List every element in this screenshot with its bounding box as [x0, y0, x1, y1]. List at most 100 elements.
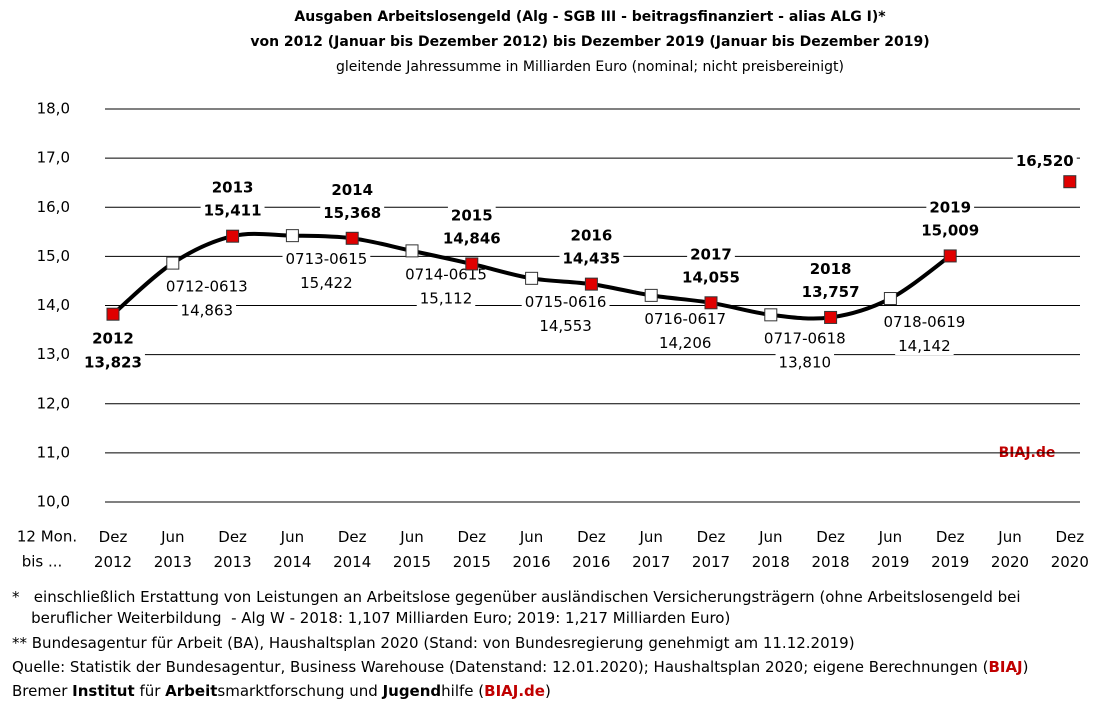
marker	[345, 231, 359, 245]
data-label: 14,435	[562, 250, 620, 268]
data-label: 15,112	[420, 289, 473, 307]
point-label: 2017	[690, 245, 732, 263]
marker	[584, 277, 598, 291]
data-label: 15,411	[204, 202, 262, 220]
x-axis-label: 12 Mon.	[17, 528, 77, 546]
label-background	[895, 337, 954, 356]
label-background	[447, 206, 496, 225]
marker	[285, 229, 299, 243]
marker	[525, 271, 539, 285]
point-label: 0712-0613	[166, 278, 248, 296]
label-background	[641, 309, 730, 328]
data-label: 15,368	[323, 204, 381, 222]
data-label: 14,846	[443, 229, 501, 247]
x-axis-label: bis ...	[22, 553, 63, 571]
chart-title: Ausgaben Arbeitslosengeld (Alg - SGB III…	[294, 9, 886, 25]
x-tick-label: Jun 2019	[871, 528, 909, 571]
label-background	[559, 249, 624, 268]
label-background	[760, 329, 849, 348]
x-tick-label: Jun 2014	[273, 528, 311, 571]
label-background	[439, 229, 504, 248]
label-background	[655, 333, 715, 352]
label-background	[81, 353, 145, 372]
data-label: 13,757	[802, 283, 860, 301]
footnote-segment: * einschließlich Erstattung von Leistung…	[12, 588, 1021, 606]
footnote-segment: Bremer	[12, 682, 72, 700]
label-background	[297, 274, 356, 293]
label-background	[687, 245, 735, 264]
y-tick-label: 15,0	[37, 247, 70, 265]
x-tick-label: Dez 2018	[812, 528, 850, 571]
y-tick-label: 11,0	[37, 443, 70, 461]
point-label: 0717-0618	[764, 329, 846, 347]
x-tick-label: Dez 2017	[692, 528, 730, 571]
footnote-segment: hilfe (	[441, 682, 484, 700]
marker	[465, 257, 479, 271]
point-label: 2019	[929, 198, 971, 216]
data-label: 15,422	[300, 274, 353, 292]
x-tick-label: Jun 2015	[393, 528, 431, 571]
marker	[764, 308, 778, 322]
label-background	[328, 180, 377, 199]
footnote-segment: )	[545, 682, 551, 700]
point-label: 2018	[810, 260, 852, 278]
data-label: 14,055	[682, 268, 740, 286]
x-tick-label: Dez 2019	[931, 528, 969, 571]
label-background	[208, 178, 257, 197]
marker	[166, 256, 180, 270]
footnote: beruflicher Weiterbildung - Alg W - 2018…	[12, 609, 730, 627]
data-label: 14,206	[659, 334, 712, 352]
x-tick-label: Jun 2020	[991, 528, 1029, 571]
label-background	[567, 226, 616, 245]
point-label: 2014	[331, 181, 373, 199]
footnote: Bremer Institut für Arbeitsmarktforschun…	[12, 682, 551, 700]
marker	[226, 229, 240, 243]
y-tick-label: 10,0	[37, 493, 70, 511]
marker	[943, 249, 957, 263]
point-label: 2012	[92, 330, 134, 348]
point-label: 0715-0616	[525, 293, 607, 311]
footnote-segment: Arbeit	[165, 682, 217, 700]
label-background	[200, 201, 265, 220]
label-background	[521, 292, 610, 311]
footnote-segment: ** Bundesagentur für Arbeit (BA), Hausha…	[12, 634, 855, 652]
x-tick-label: Dez 2013	[214, 528, 252, 571]
label-background	[1012, 152, 1077, 171]
label-background	[880, 313, 969, 332]
data-label: 14,553	[539, 317, 592, 335]
data-label: 15,009	[921, 221, 979, 239]
footnote: * einschließlich Erstattung von Leistung…	[12, 588, 1021, 606]
label-background	[806, 259, 855, 278]
label-background	[320, 203, 385, 222]
label-background	[162, 277, 251, 296]
footnote-segment: Jugend	[382, 682, 442, 700]
point-label: 2013	[212, 179, 254, 197]
point-label: 2015	[451, 206, 493, 224]
x-tick-label: Dez 2016	[572, 528, 610, 571]
marker	[644, 288, 658, 302]
chart-subtitle: von 2012 (Januar bis Dezember 2012) bis …	[250, 34, 929, 50]
y-tick-label: 14,0	[37, 296, 70, 314]
point-label: 0716-0617	[644, 310, 726, 328]
marker	[405, 244, 419, 258]
footnote-segment: für	[135, 682, 166, 700]
data-label: 13,823	[84, 354, 142, 372]
label-background	[177, 301, 237, 320]
chart-subtitle: gleitende Jahressumme in Milliarden Euro…	[336, 59, 844, 75]
y-tick-label: 12,0	[37, 394, 70, 412]
x-tick-label: Jun 2017	[632, 528, 670, 571]
point-label: 0718-0619	[884, 313, 966, 331]
x-tick-label: Dez 2020	[1051, 528, 1089, 571]
y-tick-label: 18,0	[37, 100, 70, 118]
label-background	[536, 316, 595, 335]
footnote-segment: BIAJ	[988, 658, 1022, 676]
footnote-segment: BIAJ.de	[484, 682, 545, 700]
data-label: 16,520	[1016, 152, 1074, 170]
footnote-segment: Quelle: Statistik der Bundesagentur, Bus…	[12, 658, 988, 676]
label-background	[775, 353, 835, 372]
label-background	[89, 329, 137, 348]
label-background	[416, 289, 476, 308]
data-label: 14,863	[181, 302, 234, 320]
footnote-segment: Institut	[72, 682, 135, 700]
data-label: 13,810	[779, 353, 832, 371]
